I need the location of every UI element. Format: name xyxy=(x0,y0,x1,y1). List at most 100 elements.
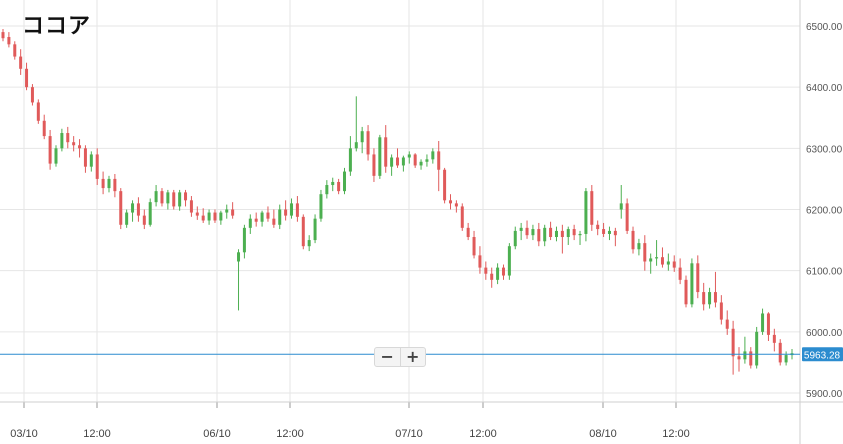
candle-up xyxy=(60,133,64,149)
y-tick-label: 5900.00 xyxy=(806,389,843,400)
candle-down xyxy=(366,131,370,155)
candle-up xyxy=(666,261,670,265)
candle-down xyxy=(337,181,341,192)
candle-down xyxy=(254,218,258,222)
candle-up xyxy=(378,137,382,176)
candle-down xyxy=(189,200,193,213)
candle-down xyxy=(19,56,23,69)
candle-up xyxy=(431,151,435,160)
x-tick-label: 12:00 xyxy=(83,428,111,440)
candle-up xyxy=(578,233,582,236)
candle-up xyxy=(313,218,317,241)
candle-down xyxy=(136,203,140,216)
candle-down xyxy=(684,279,688,305)
candle-up xyxy=(496,267,500,280)
candle-down xyxy=(160,191,164,204)
candle-down xyxy=(749,351,753,366)
candle-down xyxy=(613,230,617,236)
candle-down xyxy=(484,267,488,274)
candle-up xyxy=(107,178,111,189)
candle-down xyxy=(631,230,635,250)
candle-up xyxy=(554,230,558,238)
candle-up xyxy=(566,229,570,238)
candle-down xyxy=(537,229,541,242)
candle-up xyxy=(584,191,588,234)
candle-down xyxy=(95,154,99,179)
candle-up xyxy=(619,203,623,210)
candle-down xyxy=(448,200,452,204)
candle-down xyxy=(48,136,52,164)
candle-up xyxy=(54,148,58,164)
candle-down xyxy=(142,215,146,225)
candle-down xyxy=(172,192,176,207)
x-tick-label: 07/10 xyxy=(395,428,423,440)
candle-up xyxy=(307,240,311,247)
candle-up xyxy=(278,209,282,225)
candle-down xyxy=(525,227,529,236)
candle-down xyxy=(443,169,447,201)
candle-up xyxy=(519,227,523,231)
candle-up xyxy=(507,246,511,276)
candle-up xyxy=(743,351,747,360)
candle-down xyxy=(272,218,276,225)
candle-down xyxy=(101,178,105,189)
candle-up xyxy=(325,185,329,195)
candle-down xyxy=(301,216,305,247)
candle-down xyxy=(372,154,376,176)
x-tick-label: 12:00 xyxy=(276,428,304,440)
candle-down xyxy=(201,215,205,221)
candle-down xyxy=(490,273,494,280)
candle-down xyxy=(184,192,188,201)
candle-up xyxy=(531,229,535,236)
candle-down xyxy=(466,227,470,238)
candles xyxy=(1,29,794,375)
candle-up xyxy=(390,157,394,167)
candle-down xyxy=(119,191,123,225)
candle-up xyxy=(237,252,241,262)
candle-down xyxy=(702,292,706,305)
candle-down xyxy=(231,209,235,216)
candle-down xyxy=(596,224,600,230)
candle-down xyxy=(678,267,682,280)
candle-down xyxy=(42,120,46,137)
candle-up xyxy=(655,257,659,259)
candle-down xyxy=(7,36,11,45)
candle-down xyxy=(78,145,82,149)
candle-up xyxy=(425,159,429,162)
candle-down xyxy=(30,87,34,103)
candle-down xyxy=(643,243,647,262)
candle-up xyxy=(343,171,347,192)
candle-down xyxy=(454,203,458,207)
candle-down xyxy=(472,237,476,256)
zoom-out-button[interactable]: − xyxy=(380,347,394,366)
candle-up xyxy=(178,192,182,207)
candle-up xyxy=(154,191,158,203)
candle-down xyxy=(719,302,723,320)
x-tick-label: 08/10 xyxy=(589,428,617,440)
candle-down xyxy=(572,229,576,236)
candle-down xyxy=(731,328,735,357)
candle-up xyxy=(89,154,93,167)
candle-up xyxy=(225,209,229,213)
candle-up xyxy=(331,181,335,186)
candle-up xyxy=(755,331,759,366)
candle-up xyxy=(319,194,323,219)
candle-up xyxy=(125,212,129,225)
zoom-in-button[interactable]: + xyxy=(399,348,426,366)
candle-up xyxy=(401,157,405,166)
y-tick-label: 6000.00 xyxy=(806,328,843,339)
candle-down xyxy=(501,267,505,276)
x-tick-label: 06/10 xyxy=(203,428,231,440)
candle-down xyxy=(660,257,664,265)
y-tick-label: 6200.00 xyxy=(806,205,843,216)
candle-down xyxy=(396,157,399,166)
candle-down xyxy=(1,32,5,39)
candle-up xyxy=(407,154,411,158)
candle-down xyxy=(590,191,594,225)
candle-down xyxy=(560,230,564,238)
candle-up xyxy=(761,313,765,332)
candle-down xyxy=(13,44,17,57)
candle-down xyxy=(384,137,388,167)
candle-up xyxy=(290,203,294,216)
